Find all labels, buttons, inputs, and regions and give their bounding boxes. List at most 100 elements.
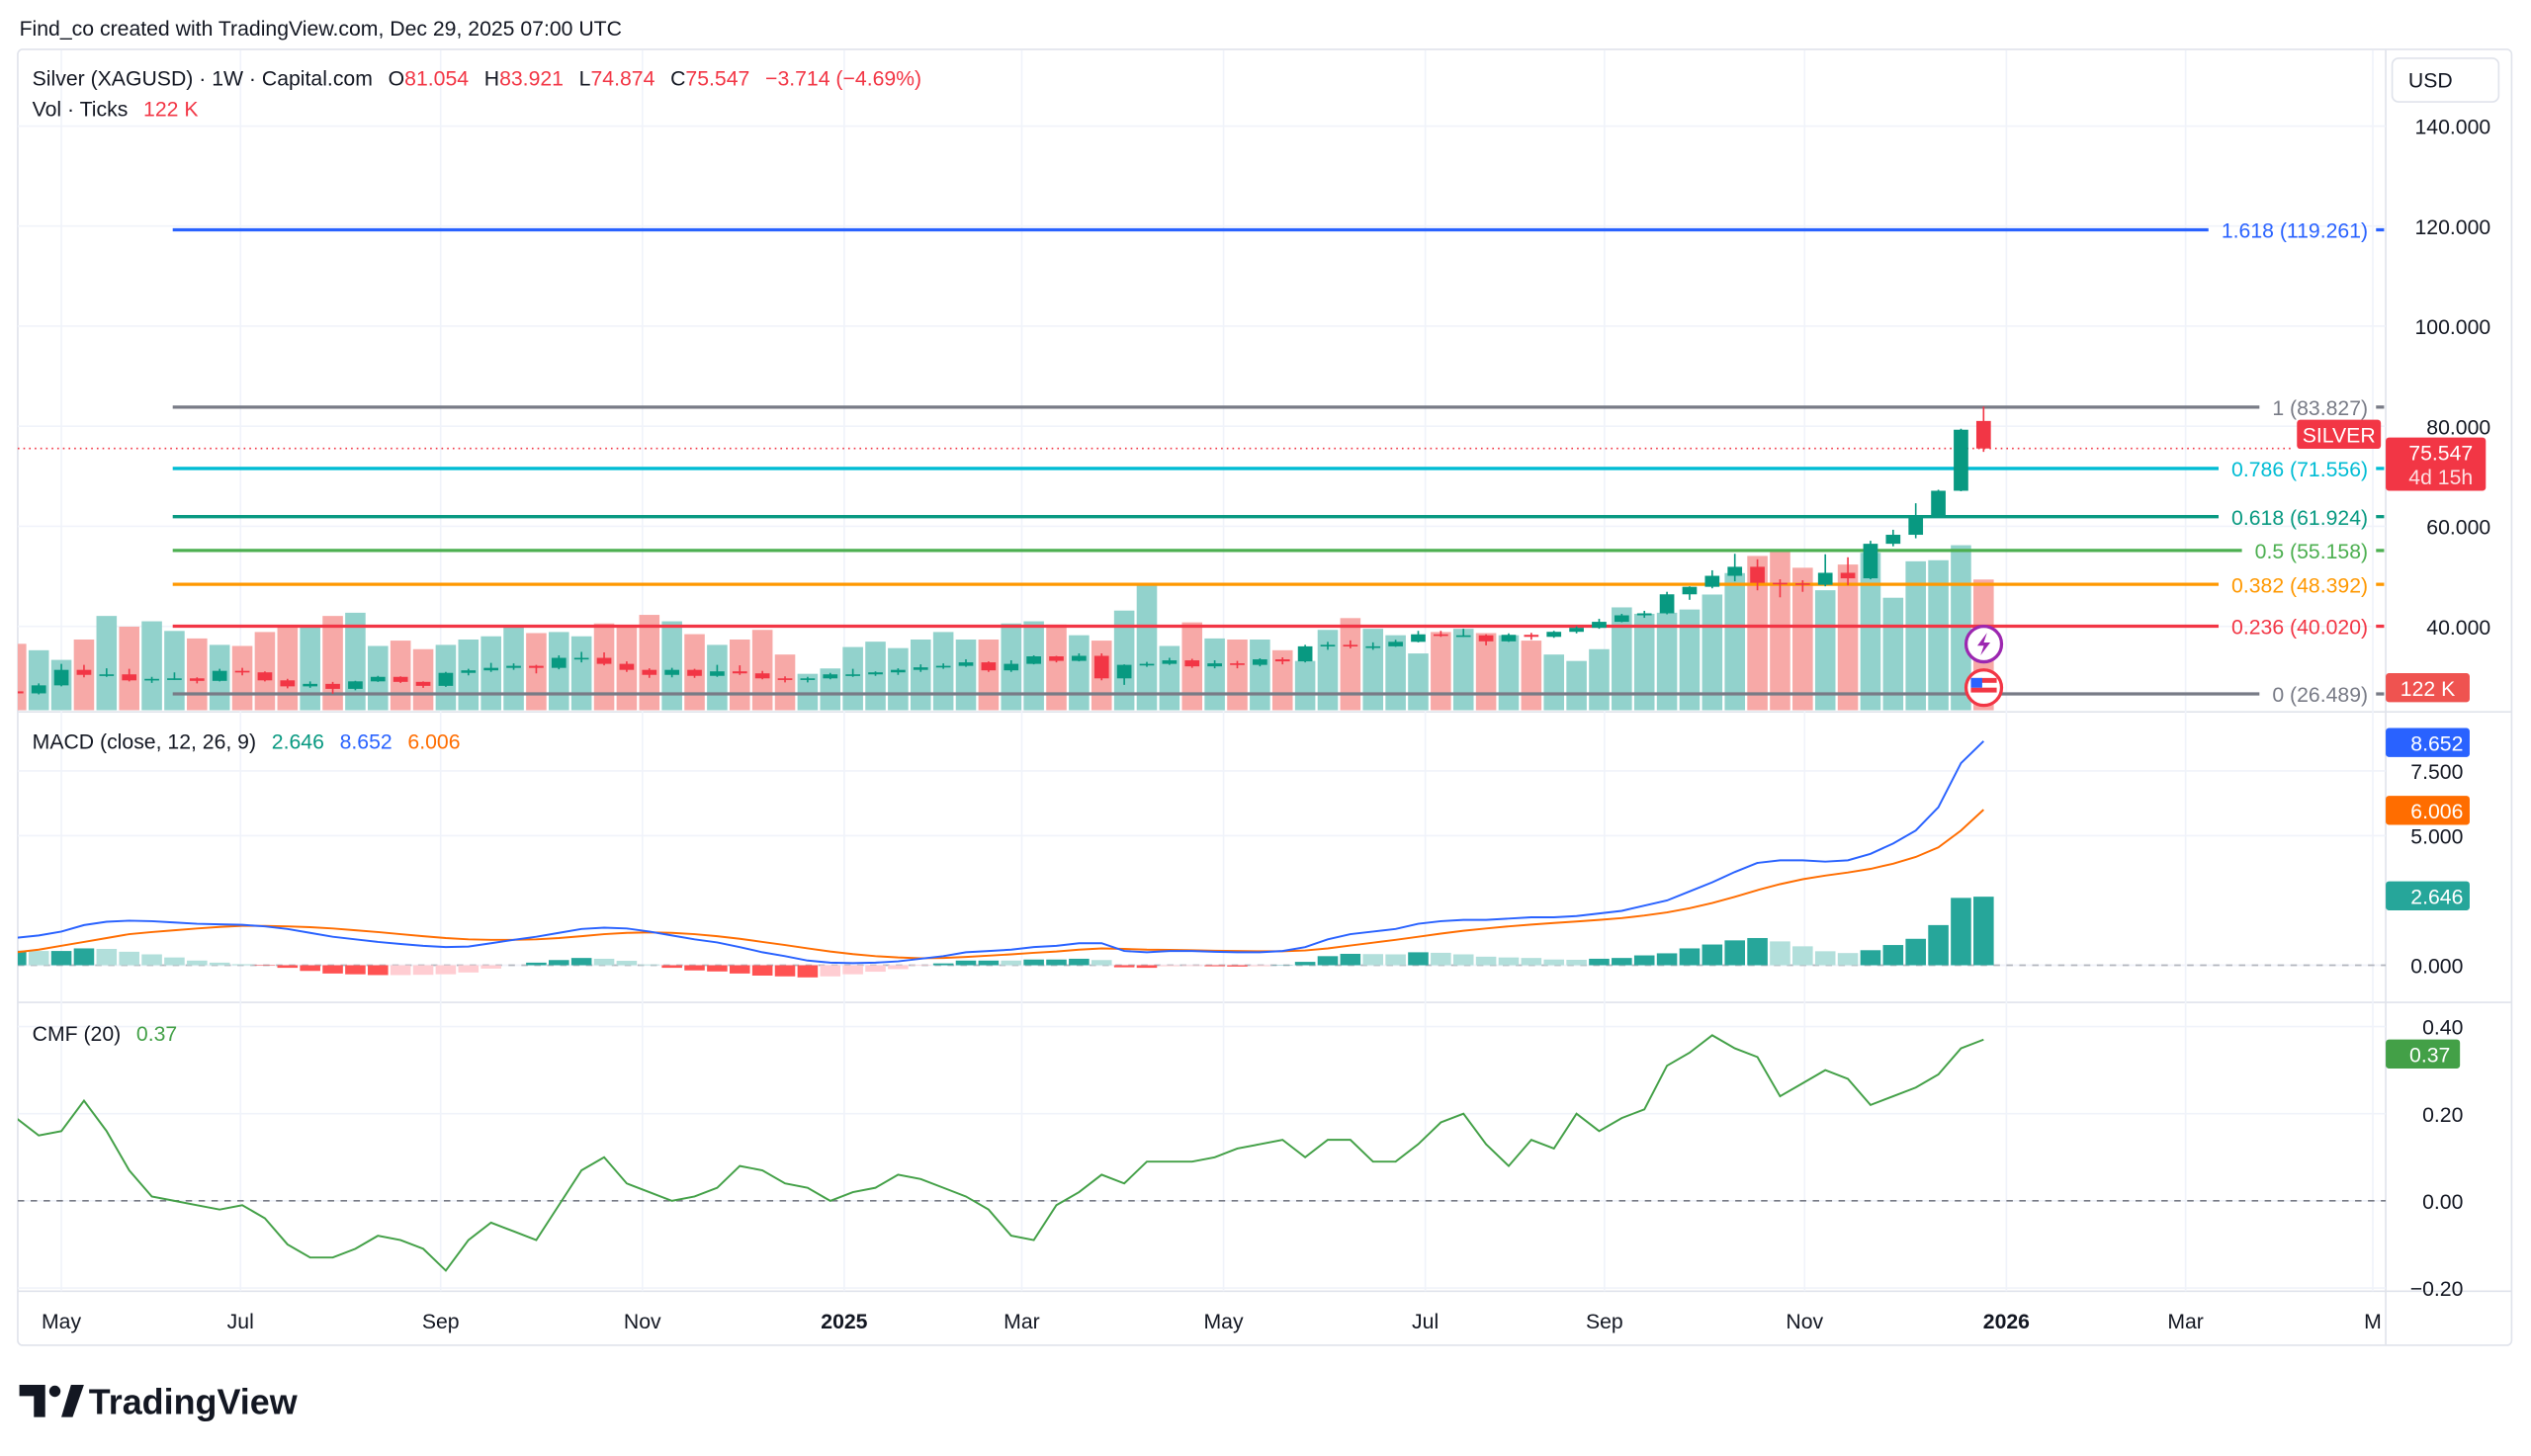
- volume-bar: [1113, 610, 1135, 711]
- candle-body: [122, 674, 137, 681]
- time-axis[interactable]: May Jul Sep Nov 2025 Mar May Jul Sep Nov 2026 Mar M: [42, 1311, 2382, 1333]
- candle-body: [76, 669, 92, 675]
- fib-retracement[interactable]: 1.618 (119.261) 1 (83.827) 0.786 (71.556) 0…: [172, 220, 2385, 708]
- candle-body: [664, 669, 680, 675]
- candle-body: [1727, 566, 1743, 576]
- macd-histogram-bar: [684, 965, 705, 971]
- currency-button[interactable]: USD: [2391, 57, 2500, 103]
- macd-histogram-bar: [955, 960, 977, 966]
- candle-body: [1274, 659, 1290, 662]
- fib-level-label: 0.786 (71.556): [2231, 459, 2368, 481]
- volume-bar: [1385, 635, 1406, 711]
- volume-bar: [28, 649, 49, 711]
- candle-body: [619, 663, 635, 670]
- volume-bar: [17, 643, 27, 711]
- symbol-badge-text: SILVER: [2303, 425, 2376, 448]
- volume-bar: [797, 673, 819, 711]
- open-value: 81.054: [404, 68, 469, 91]
- macd-histogram-bar: [1250, 965, 1270, 967]
- volume-bar: [932, 632, 954, 711]
- macd-histogram-bar: [1227, 965, 1248, 967]
- symbol-name: Silver (XAGUSD) · 1W · Capital.com: [33, 68, 373, 91]
- volume-bar: [888, 647, 909, 711]
- macd-histogram-bar: [1951, 898, 1971, 966]
- volume-bar: [1860, 553, 1881, 711]
- candle-body: [1773, 582, 1788, 585]
- macd-histogram-bar: [1860, 950, 1881, 966]
- price-axis[interactable]: 140.000 120.000 100.000 80.000 60.000 40.000: [2414, 117, 2490, 640]
- macd-histogram-bar: [28, 951, 49, 966]
- low-label: L: [579, 68, 591, 91]
- candle-body: [415, 681, 431, 686]
- volume-bar: [1566, 660, 1587, 711]
- candle-body: [438, 672, 454, 686]
- volume-bar: [119, 626, 139, 711]
- candle-body: [1908, 516, 1924, 536]
- macd-histogram-bar: [1679, 948, 1701, 966]
- macd-histogram-bar: [277, 965, 299, 969]
- candle-body: [280, 680, 296, 687]
- candle-body: [1817, 572, 1833, 585]
- volume-bar: [1814, 590, 1836, 711]
- candle-body: [1343, 644, 1358, 647]
- fib-level-label: 1 (83.827): [2272, 397, 2368, 420]
- macd-histogram-bar: [1589, 958, 1610, 966]
- candle-body: [1975, 420, 1991, 449]
- volume-legend[interactable]: Vol · Ticks 122 K: [33, 99, 199, 122]
- volume-bar: [1227, 639, 1248, 711]
- macd-histogram-bar: [458, 965, 480, 973]
- candle-body: [958, 662, 974, 666]
- candle-body: [17, 691, 24, 694]
- macd-tick-label: 7.500: [2410, 761, 2463, 784]
- candle-body: [1026, 656, 1041, 664]
- macd-histogram-bar: [729, 965, 750, 974]
- macd-legend[interactable]: MACD (close, 12, 26, 9) 2.646 8.652 6.00…: [33, 731, 461, 754]
- candle-body: [551, 657, 567, 668]
- volume-bar: [1498, 635, 1520, 711]
- price-tick-label: 120.000: [2414, 216, 2490, 239]
- macd-histogram-bar: [1385, 954, 1406, 966]
- candle-body: [1320, 644, 1336, 647]
- macd-axis[interactable]: 7.500 5.000 0.000: [2410, 761, 2463, 979]
- volume-bar: [570, 636, 592, 711]
- cmf-axis[interactable]: 0.40 0.20 0.00 −0.20: [2410, 1017, 2464, 1301]
- volume-bar: [707, 644, 728, 711]
- cmf-legend[interactable]: CMF (20) 0.37: [33, 1023, 178, 1046]
- macd-histogram-bar: [164, 957, 185, 966]
- volume-bar: [1250, 639, 1270, 711]
- volume-bar: [978, 639, 1000, 711]
- macd-histogram-bar: [1770, 941, 1790, 966]
- time-tick-label: Nov: [1786, 1311, 1823, 1333]
- candle-body: [1162, 660, 1178, 664]
- high-label: H: [484, 68, 499, 91]
- candle-body: [642, 669, 657, 675]
- candle-body: [868, 672, 883, 675]
- tradingview-logo[interactable]: TradingView: [19, 1381, 298, 1421]
- candle-body: [732, 671, 747, 674]
- volume-bar: [1294, 660, 1316, 711]
- fib-level-label: 0.618 (61.924): [2231, 507, 2368, 530]
- macd-tick-label: 0.000: [2410, 956, 2463, 979]
- time-tick-label: Mar: [2167, 1311, 2204, 1333]
- close-label: C: [670, 68, 685, 91]
- macd-histogram-bar: [842, 965, 863, 975]
- macd-histogram-bar: [187, 960, 208, 966]
- volume-bar: [1928, 559, 1949, 711]
- candle-body: [1388, 642, 1403, 646]
- us-flag-event-icon[interactable]: [1964, 668, 2004, 708]
- macd-histogram-bar: [1973, 897, 1994, 966]
- candle-body: [506, 665, 521, 668]
- symbol-legend[interactable]: Silver (XAGUSD) · 1W · Capital.com O81.0…: [33, 68, 921, 91]
- cmf-legend-label: CMF (20): [33, 1023, 122, 1046]
- volume-bar: [1521, 641, 1542, 711]
- price-tick-label: 80.000: [2426, 416, 2490, 439]
- volume-bar: [1747, 556, 1768, 711]
- volume-bar: [1204, 638, 1225, 711]
- macd-histogram-bar: [96, 948, 118, 966]
- watermark-text: Find_co created with TradingView.com, De…: [20, 18, 622, 41]
- lightning-event-icon[interactable]: [1964, 625, 2004, 664]
- macd-histogram-bar: [1091, 960, 1112, 966]
- volume-bar: [842, 646, 863, 711]
- candle-body: [1614, 615, 1629, 623]
